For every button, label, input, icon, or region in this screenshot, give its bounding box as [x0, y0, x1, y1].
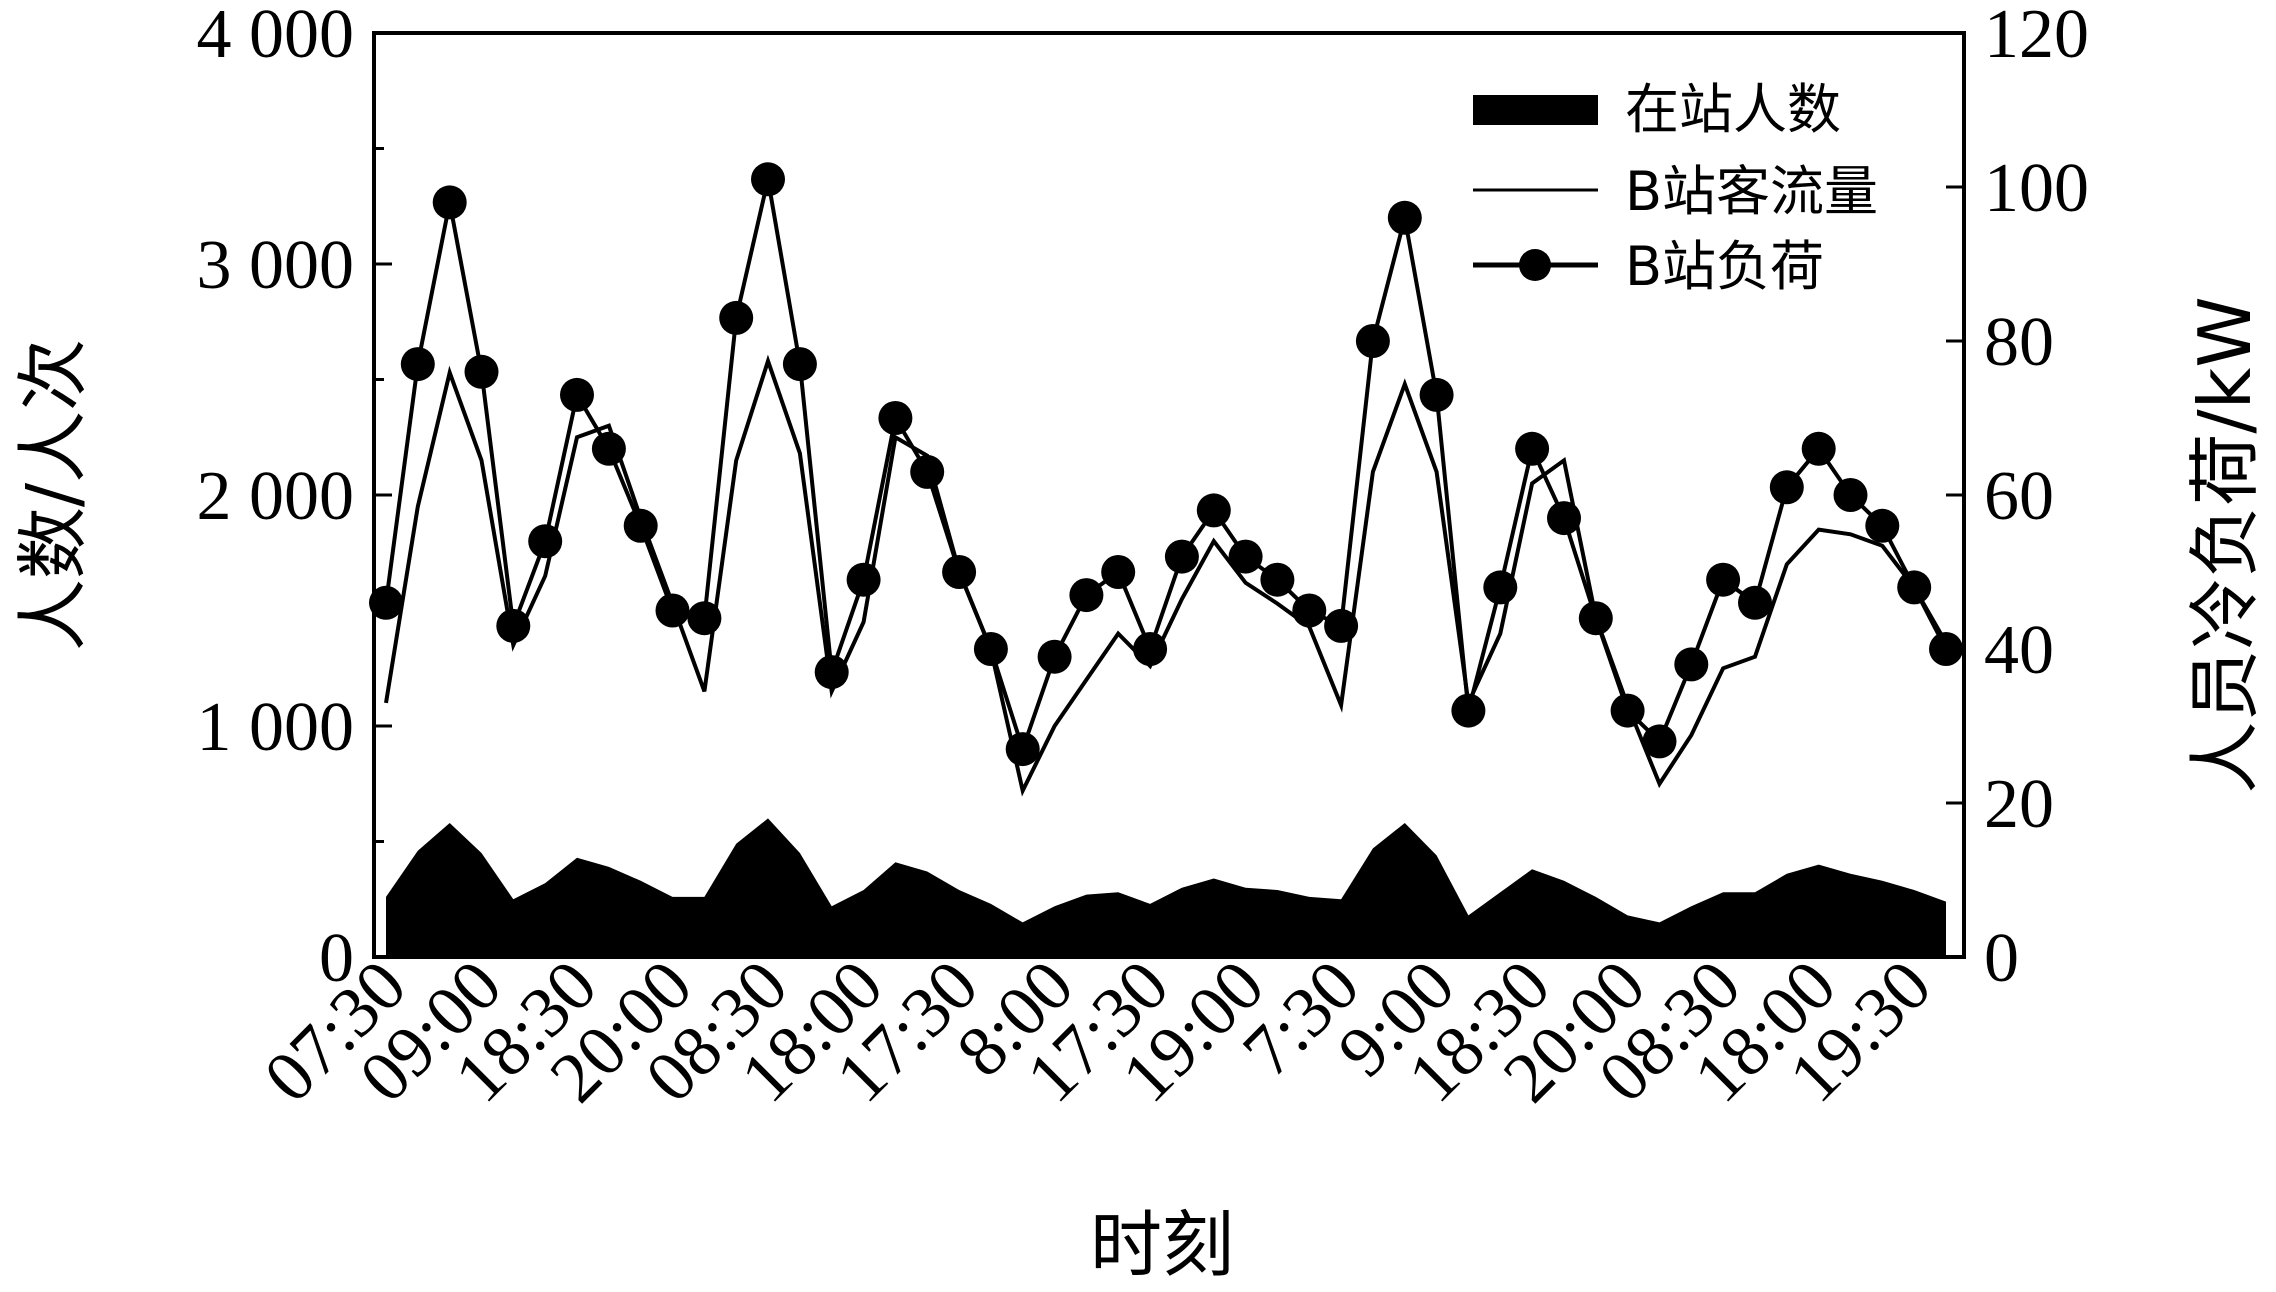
- data-point-cooling-load: [400, 347, 435, 382]
- data-point-cooling-load: [1642, 724, 1677, 759]
- right-axis-tick-label: 120: [1984, 0, 2089, 73]
- legend-label-line: B站客流量: [1625, 160, 1878, 223]
- data-point-cooling-load: [1801, 431, 1836, 466]
- data-point-cooling-load: [751, 162, 785, 197]
- data-point-cooling-load: [1387, 200, 1422, 235]
- x-axis-title: 时刻: [1090, 1203, 1234, 1287]
- right-axis-tick-label: 20: [1984, 766, 2054, 843]
- right-axis-tick-label: 0: [1984, 920, 2019, 997]
- left-axis-tick-label: 1 000: [197, 689, 355, 766]
- right-axis-tick-label: 40: [1984, 612, 2054, 689]
- x-axis-tick-labels: 07:3009:0018:3020:0008:3018:0017:308:001…: [249, 945, 1947, 1118]
- data-point-cooling-load: [687, 601, 722, 636]
- data-point-cooling-load: [1164, 539, 1199, 574]
- left-axis-tick-labels: 0 1 000 2 000 3 000 4 000: [197, 0, 355, 997]
- legend-label-area: 在站人数: [1625, 78, 1841, 141]
- data-point-cooling-load: [1515, 431, 1550, 466]
- data-point-cooling-load: [432, 185, 467, 220]
- left-axis-tick-label: 0: [319, 920, 354, 997]
- right-axis-tick-labels: 0 20 40 60 80 100 120: [1984, 0, 2089, 997]
- data-point-cooling-load: [1833, 478, 1868, 512]
- data-point-cooling-load: [1228, 539, 1263, 574]
- data-point-cooling-load: [1069, 578, 1104, 613]
- y-axis-title-right: 人员冷负荷/kW: [2183, 296, 2267, 793]
- data-point-cooling-load: [1260, 562, 1295, 597]
- data-point-cooling-load: [623, 508, 658, 543]
- data-point-cooling-load: [1547, 501, 1581, 536]
- data-point-cooling-load: [369, 585, 403, 620]
- data-point-cooling-load: [591, 431, 626, 466]
- data-point-cooling-load: [846, 562, 881, 597]
- data-point-cooling-load: [1929, 632, 1963, 666]
- left-axis-tick-label: 4 000: [197, 0, 355, 73]
- legend-swatch-marker: [1519, 249, 1551, 281]
- data-point-cooling-load: [655, 593, 690, 628]
- right-axis-tick-label: 100: [1984, 150, 2089, 227]
- data-point-cooling-load: [1578, 601, 1613, 636]
- legend-label-marker: B站负荷: [1625, 235, 1824, 298]
- series-area-onsite-people: [386, 818, 1946, 957]
- data-point-cooling-load: [942, 555, 977, 589]
- data-point-cooling-load: [1706, 562, 1741, 597]
- data-point-cooling-load: [1324, 608, 1359, 643]
- right-axis-tick-label: 60: [1984, 458, 2054, 535]
- data-point-cooling-load: [719, 300, 754, 335]
- marker-series-layer: [369, 162, 1963, 767]
- data-point-cooling-load: [1674, 647, 1709, 682]
- left-axis-tick-label: 2 000: [197, 458, 355, 535]
- data-point-cooling-load: [1610, 693, 1645, 728]
- data-point-cooling-load: [560, 377, 594, 412]
- data-point-cooling-load: [1738, 585, 1772, 620]
- data-point-cooling-load: [1419, 377, 1454, 412]
- data-point-cooling-load: [1355, 324, 1390, 358]
- data-point-cooling-load: [814, 655, 849, 690]
- data-point-cooling-load: [782, 347, 817, 382]
- data-point-cooling-load: [528, 524, 563, 559]
- y-axis-title-left: 人数/人次: [11, 339, 95, 651]
- legend: 在站人数 B站客流量 B站负荷: [1473, 78, 1878, 298]
- data-point-cooling-load: [1897, 570, 1932, 605]
- legend-swatch-area: [1473, 95, 1598, 125]
- data-point-cooling-load: [878, 401, 913, 435]
- data-point-cooling-load: [1037, 639, 1072, 674]
- data-point-cooling-load: [496, 608, 531, 643]
- area-series-layer: [386, 818, 1946, 957]
- data-point-cooling-load: [464, 354, 499, 389]
- data-point-cooling-load: [1769, 470, 1804, 505]
- data-point-cooling-load: [1451, 693, 1486, 728]
- data-point-cooling-load: [910, 454, 945, 489]
- data-point-cooling-load: [1005, 732, 1040, 767]
- data-point-cooling-load: [1101, 555, 1136, 589]
- data-point-cooling-load: [1865, 508, 1900, 543]
- data-point-cooling-load: [1196, 493, 1231, 528]
- data-point-cooling-load: [973, 632, 1008, 666]
- plot-frame: [372, 31, 1966, 959]
- data-point-cooling-load: [1483, 570, 1518, 605]
- data-point-cooling-load: [1292, 593, 1327, 628]
- right-axis-tick-label: 80: [1984, 304, 2054, 381]
- data-point-cooling-load: [1133, 632, 1168, 666]
- left-axis-tick-label: 3 000: [197, 227, 355, 304]
